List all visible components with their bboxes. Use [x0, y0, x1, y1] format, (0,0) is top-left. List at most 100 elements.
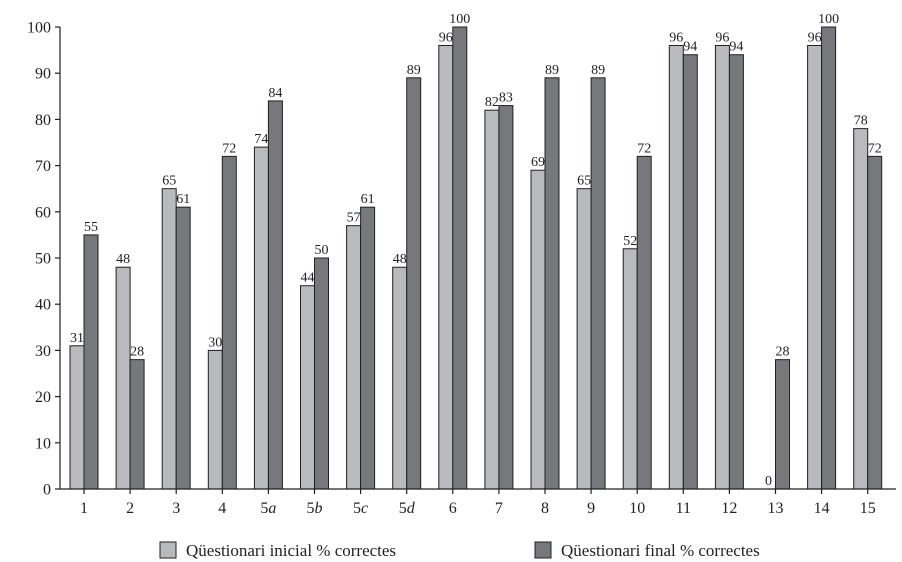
data-label-final-1: 55 — [84, 220, 98, 235]
bar-inicial-5c — [346, 225, 362, 490]
legend-label-inicial: Qüestionari inicial % correctes — [186, 541, 396, 560]
data-label-final-8: 89 — [545, 63, 559, 78]
data-label-inicial-10: 52 — [623, 234, 637, 249]
data-label-inicial-3: 65 — [162, 174, 176, 189]
data-label-final-11: 94 — [683, 40, 697, 55]
x-tick-label: 15 — [860, 500, 876, 517]
bar-final-14 — [821, 26, 837, 490]
data-label-final-5a: 84 — [268, 86, 282, 101]
y-tick-label: 10 — [35, 435, 51, 452]
y-tick-label: 60 — [35, 204, 51, 221]
bar-inicial-4 — [207, 349, 223, 490]
x-tick-label: 10 — [629, 500, 645, 517]
y-axis: 0 10 20 30 40 50 60 70 80 90 100 — [27, 20, 61, 499]
y-tick-label: 40 — [35, 297, 51, 314]
x-tick-label: 9 — [587, 500, 595, 517]
bar-inicial-14 — [807, 44, 823, 490]
y-tick-label: 0 — [43, 482, 51, 499]
bar-final-5a — [267, 100, 283, 490]
data-label-inicial-2: 48 — [116, 252, 130, 267]
data-label-final-5d: 89 — [407, 63, 421, 78]
bar-inicial-1 — [69, 345, 85, 490]
x-tick-label: 8 — [541, 500, 549, 517]
data-label-inicial-1: 31 — [70, 331, 84, 346]
bar-inicial-5a — [253, 146, 269, 490]
bar-final-10 — [636, 155, 652, 490]
data-label-inicial-14: 96 — [808, 30, 822, 45]
data-label-final-15: 72 — [868, 141, 882, 156]
y-tick-label: 100 — [27, 20, 51, 37]
x-tick-label: 13 — [768, 500, 784, 517]
x-tick-label: 12 — [721, 500, 737, 517]
bar-inicial-11 — [668, 44, 684, 490]
y-tick-label: 80 — [35, 112, 51, 129]
legend: Qüestionari inicial % correctes Qüestiona… — [159, 541, 760, 560]
bar-final-5b — [314, 257, 329, 490]
bar-inicial-12 — [714, 44, 730, 490]
data-label-inicial-15: 78 — [854, 114, 868, 129]
bar-final-6 — [452, 26, 468, 490]
bar-inicial-3 — [161, 188, 177, 490]
data-label-inicial-13: 0 — [765, 474, 772, 489]
bar-final-15 — [867, 155, 883, 490]
data-label-inicial-11: 96 — [669, 30, 683, 45]
data-label-inicial-5a: 74 — [254, 132, 268, 147]
data-label-final-14: 100 — [818, 12, 839, 27]
data-label-final-7: 83 — [499, 91, 513, 106]
bar-final-5d — [406, 77, 422, 490]
data-label-inicial-8: 69 — [531, 155, 545, 170]
bar-final-7 — [498, 105, 514, 490]
data-label-inicial-9: 65 — [577, 174, 591, 189]
x-tick-label: 5c — [353, 500, 368, 517]
y-tick-label: 50 — [35, 251, 51, 268]
bar-inicial-7 — [484, 109, 500, 490]
bar-inicial-5d — [392, 266, 408, 490]
data-label-inicial-6: 96 — [439, 30, 453, 45]
x-tick-label: 3 — [172, 500, 180, 517]
bar-final-8 — [544, 77, 560, 490]
x-tick-label: 5a — [260, 500, 276, 517]
x-tick-label: 5d — [399, 500, 416, 517]
bar-inicial-6 — [438, 44, 454, 490]
x-tick-label: 4 — [218, 500, 226, 517]
bar-inicial-2 — [115, 266, 131, 490]
x-axis: 1 2 3 4 5a 5b 5c 5d 6 7 8 9 10 11 12 13 14 15 — [60, 488, 896, 517]
bar-inicial-15 — [853, 128, 869, 490]
data-label-inicial-7: 82 — [485, 95, 499, 110]
x-tick-label: 1 — [80, 500, 88, 517]
data-label-inicial-5b: 44 — [301, 271, 315, 286]
legend-label-final: Qüestionari final % correctes — [561, 541, 760, 560]
data-label-final-5c: 61 — [361, 192, 375, 207]
x-tick-label: 2 — [126, 500, 134, 517]
data-label-final-10: 72 — [637, 141, 651, 156]
data-label-final-13: 28 — [776, 345, 790, 360]
bar-final-9 — [590, 77, 606, 490]
legend-swatch-final — [534, 541, 552, 559]
x-tick-label: 7 — [495, 500, 503, 517]
y-tick-label: 70 — [35, 158, 51, 175]
data-label-inicial-12: 96 — [715, 30, 729, 45]
bar-final-11 — [682, 54, 698, 490]
data-label-inicial-4: 30 — [208, 335, 222, 350]
bar-final-12 — [728, 54, 744, 490]
x-tick-label: 11 — [676, 500, 691, 517]
data-label-final-3: 61 — [176, 192, 190, 207]
bar-final-4 — [221, 155, 237, 490]
bar-inicial-9 — [576, 188, 592, 490]
data-label-final-2: 28 — [130, 345, 144, 360]
data-label-final-4: 72 — [222, 141, 236, 156]
bar-final-1 — [83, 234, 99, 490]
bar-final-5c — [360, 206, 376, 490]
bar-inicial-5b — [300, 285, 315, 490]
bar-final-3 — [175, 206, 191, 490]
x-tick-label: 5b — [307, 500, 323, 517]
bar-inicial-8 — [530, 169, 546, 490]
x-tick-label: 6 — [449, 500, 457, 517]
y-tick-label: 30 — [35, 343, 51, 360]
data-label-final-9: 89 — [591, 63, 605, 78]
data-label-final-5b: 50 — [315, 243, 329, 258]
data-label-final-12: 94 — [729, 40, 743, 55]
x-tick-label: 14 — [814, 500, 830, 517]
